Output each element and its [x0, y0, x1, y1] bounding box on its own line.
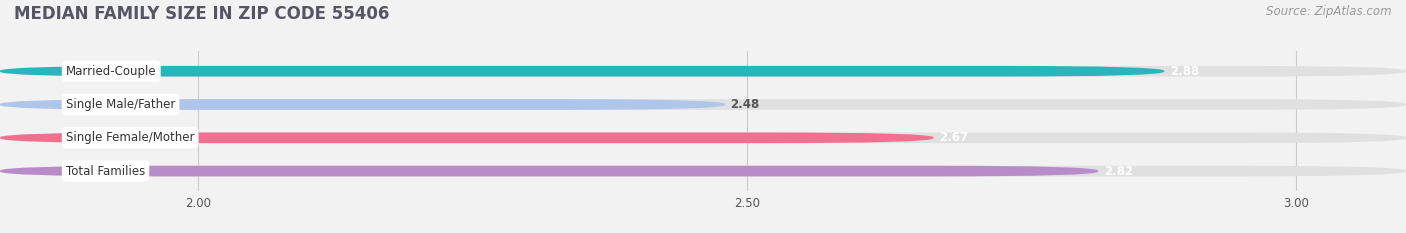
Text: 2.82: 2.82 — [1104, 164, 1133, 178]
FancyBboxPatch shape — [0, 99, 725, 110]
FancyBboxPatch shape — [0, 133, 1406, 143]
Text: Single Male/Father: Single Male/Father — [66, 98, 176, 111]
Text: Married-Couple: Married-Couple — [66, 65, 156, 78]
FancyBboxPatch shape — [0, 166, 1406, 176]
Text: Total Families: Total Families — [66, 164, 145, 178]
Text: Single Female/Mother: Single Female/Mother — [66, 131, 194, 144]
Text: Source: ZipAtlas.com: Source: ZipAtlas.com — [1267, 5, 1392, 18]
FancyBboxPatch shape — [0, 66, 1406, 77]
Text: 2.67: 2.67 — [939, 131, 969, 144]
Text: MEDIAN FAMILY SIZE IN ZIP CODE 55406: MEDIAN FAMILY SIZE IN ZIP CODE 55406 — [14, 5, 389, 23]
FancyBboxPatch shape — [0, 66, 1164, 77]
FancyBboxPatch shape — [0, 99, 1406, 110]
Text: 2.88: 2.88 — [1170, 65, 1199, 78]
Text: 2.48: 2.48 — [731, 98, 759, 111]
FancyBboxPatch shape — [0, 166, 1098, 176]
FancyBboxPatch shape — [0, 133, 934, 143]
